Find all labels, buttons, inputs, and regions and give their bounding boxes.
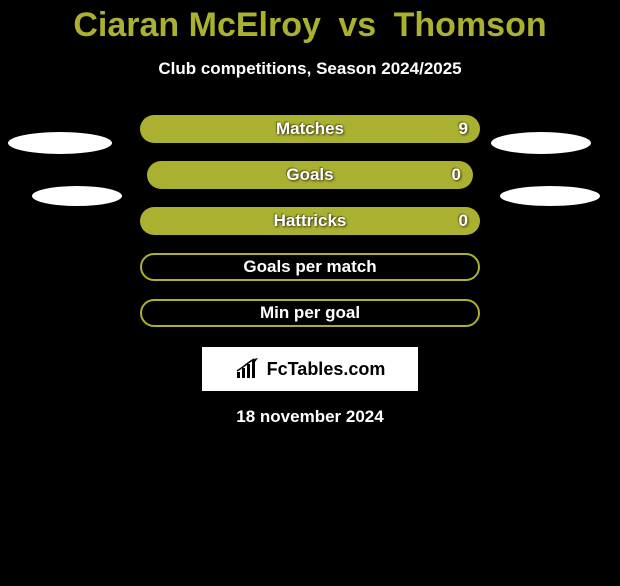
stat-value: 0 xyxy=(459,211,468,231)
player2-name: Thomson xyxy=(394,6,547,44)
side-ellipse xyxy=(491,132,591,154)
barchart-icon xyxy=(235,358,261,380)
stat-label: Hattricks xyxy=(274,211,347,231)
stat-label: Goals per match xyxy=(243,257,376,277)
brand-box: FcTables.com xyxy=(202,347,418,391)
stat-row: Goals 0 xyxy=(147,161,473,189)
stat-value: 0 xyxy=(452,165,461,185)
side-ellipse xyxy=(32,186,122,206)
stat-label: Goals xyxy=(286,165,333,185)
stat-label: Matches xyxy=(276,119,344,139)
side-ellipse xyxy=(8,132,112,154)
stat-value: 9 xyxy=(459,119,468,139)
vs-label: vs xyxy=(338,6,376,44)
brand-text: FcTables.com xyxy=(267,359,386,380)
stat-row: Min per goal xyxy=(140,299,480,327)
date-line: 18 november 2024 xyxy=(0,407,620,427)
stat-row: Goals per match xyxy=(140,253,480,281)
stat-row: Matches 9 xyxy=(140,115,480,143)
stat-label: Min per goal xyxy=(260,303,360,323)
comparison-title: Ciaran McElroy vs Thomson xyxy=(0,6,620,45)
stat-row: Hattricks 0 xyxy=(140,207,480,235)
side-ellipse xyxy=(500,186,600,206)
subtitle: Club competitions, Season 2024/2025 xyxy=(0,59,620,79)
player1-name: Ciaran McElroy xyxy=(73,6,321,44)
